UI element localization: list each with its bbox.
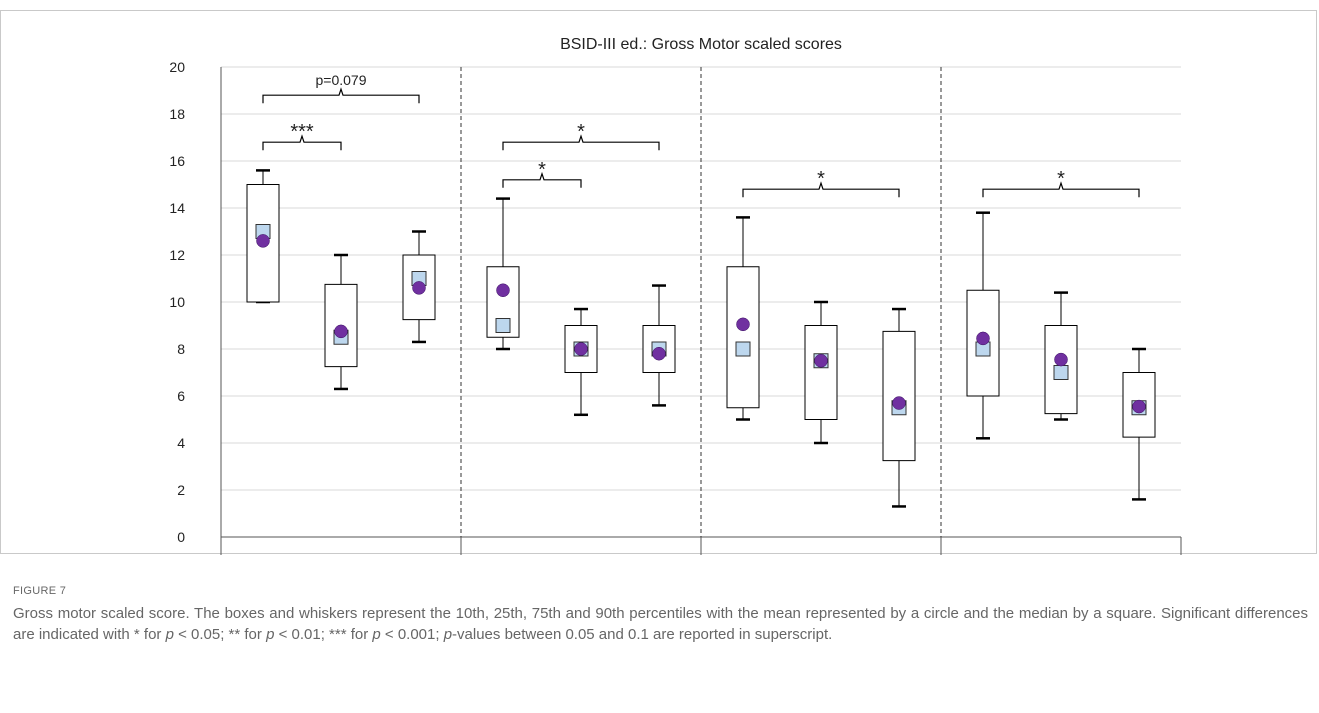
significance-bracket — [982, 181, 1140, 198]
mean-marker — [496, 283, 510, 297]
mean-marker — [1132, 399, 1146, 414]
significance-bracket — [262, 87, 420, 104]
iqr-box — [564, 325, 598, 373]
significance-label: * — [1057, 168, 1065, 190]
significance-bracket — [262, 134, 342, 151]
significance-label: * — [538, 159, 546, 181]
figure-caption: FIGURE 7 Gross motor scaled score. The b… — [13, 585, 1308, 645]
y-tick-label: 12 — [169, 247, 185, 263]
y-tick-label: 14 — [169, 200, 185, 216]
mean-marker — [892, 396, 906, 410]
significance-label: * — [817, 168, 825, 190]
significance-bracket — [502, 134, 660, 151]
iqr-box — [882, 330, 916, 462]
mean-marker — [814, 354, 828, 368]
mean-marker — [334, 324, 348, 339]
mean-marker — [736, 317, 750, 332]
mean-marker — [412, 281, 426, 295]
iqr-box — [966, 289, 1000, 397]
mean-marker — [976, 331, 990, 346]
y-tick-label: 10 — [169, 294, 185, 310]
chart-frame: BSID-III ed.: Gross Motor scaled scores 0… — [0, 10, 1317, 555]
significance-label: p=0.079 — [316, 72, 367, 88]
y-tick-label: 16 — [169, 153, 185, 169]
y-tick-label: 18 — [169, 106, 185, 122]
mean-marker — [1054, 352, 1068, 367]
caption-text: Gross motor scaled score. The boxes and … — [13, 605, 1308, 643]
median-marker — [1053, 365, 1069, 380]
significance-bracket — [742, 181, 900, 198]
y-tick-label: 20 — [169, 59, 185, 75]
significance-label: * — [577, 121, 585, 143]
median-marker — [495, 318, 511, 333]
y-tick-label: 0 — [177, 529, 185, 545]
mean-marker — [574, 342, 588, 356]
chart-title: BSID-III ed.: Gross Motor scaled scores — [560, 36, 842, 53]
median-marker — [735, 341, 751, 357]
iqr-box — [726, 266, 760, 409]
figure-label: FIGURE 7 — [13, 585, 67, 597]
mean-marker — [256, 234, 270, 248]
y-tick-label: 4 — [177, 435, 185, 451]
iqr-box — [804, 325, 838, 420]
mean-marker — [652, 346, 666, 361]
box-plot-chart: BSID-III ed.: Gross Motor scaled scores 0… — [169, 36, 1182, 555]
y-tick-label: 2 — [177, 482, 185, 498]
y-tick-label: 8 — [177, 341, 185, 357]
significance-bracket — [502, 171, 582, 188]
y-tick-label: 6 — [177, 388, 185, 404]
significance-label: *** — [290, 121, 314, 143]
